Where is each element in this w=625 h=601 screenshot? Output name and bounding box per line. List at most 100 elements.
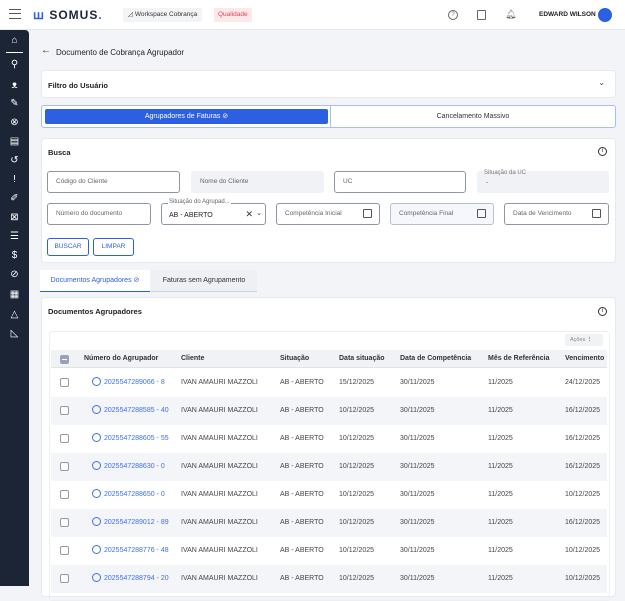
edit-doc-icon[interactable]: ✎: [10, 98, 19, 109]
help-icon[interactable]: ?: [448, 10, 458, 20]
row-checkbox[interactable]: [60, 518, 69, 527]
tab-faturas-sem-agrupamento[interactable]: Faturas sem Agrupamento: [151, 270, 257, 292]
info-icon[interactable]: i: [598, 307, 607, 316]
calendar-icon[interactable]: [477, 209, 486, 218]
cell-numero[interactable]: 2025547288585 - 40: [104, 407, 169, 414]
table-row[interactable]: 2025547288630 - 0 IVAN AMAURI MAZZOLI AB -…: [51, 453, 607, 481]
due-date-input[interactable]: Data de Vencimento: [504, 203, 609, 225]
column-header-situacao[interactable]: Situação: [280, 355, 310, 362]
cell-situacao: AB - ABERTO: [280, 435, 324, 442]
bell-icon[interactable]: 🔔︎: [505, 9, 517, 19]
competence-end-input[interactable]: Competência Final: [390, 203, 494, 225]
news-icon[interactable]: [477, 10, 486, 20]
calendar-icon[interactable]: [592, 209, 601, 218]
actions-button[interactable]: Ações ⋮: [565, 334, 603, 346]
row-checkbox[interactable]: [60, 378, 69, 387]
tab-documentos-agrupadores[interactable]: Documentos Agrupadores ⊘: [40, 270, 150, 292]
column-header-numero[interactable]: Número do Agrupador: [84, 355, 159, 362]
document-number-input[interactable]: Número do documento: [47, 203, 151, 225]
tab-cancelamento[interactable]: Cancelamento Massivo: [330, 106, 615, 127]
cell-numero[interactable]: 2025547289012 - 89: [104, 519, 169, 526]
table-row[interactable]: 2025547288794 - 20 IVAN AMAURI MAZZOLI AB …: [51, 565, 607, 593]
cell-data-situacao: 10/12/2025: [339, 435, 375, 442]
client-code-input[interactable]: Código do Cliente: [47, 171, 180, 193]
view-details-icon[interactable]: [92, 405, 101, 414]
clear-icon[interactable]: ✕: [245, 209, 253, 219]
view-details-icon[interactable]: [92, 377, 101, 386]
view-details-icon[interactable]: [92, 433, 101, 442]
row-checkbox[interactable]: [60, 434, 69, 443]
cell-data-situacao: 10/12/2025: [339, 575, 375, 582]
list-icon[interactable]: ☰: [10, 231, 19, 242]
logo-text: SOMUS: [49, 8, 99, 22]
user-name[interactable]: EDWARD WILSON: [539, 11, 596, 18]
column-header-vencimento[interactable]: Vencimento: [565, 355, 605, 362]
info-icon[interactable]: i: [598, 147, 607, 156]
cell-vencimento: 16/12/2025: [565, 435, 601, 442]
warning-icon[interactable]: △: [10, 309, 19, 320]
view-details-icon[interactable]: [92, 489, 101, 498]
view-details-icon[interactable]: [92, 461, 101, 470]
column-header-data-situacao[interactable]: Data situação: [339, 355, 385, 362]
row-checkbox[interactable]: [60, 490, 69, 499]
cell-numero[interactable]: 2025547288776 - 48: [104, 547, 169, 554]
table-row[interactable]: 2025547288585 - 40 IVAN AMAURI MAZZOLI AB …: [51, 397, 607, 425]
history-icon[interactable]: ↺: [10, 155, 19, 166]
uc-input[interactable]: UC: [334, 171, 466, 193]
search-icon[interactable]: ⚲: [10, 59, 19, 70]
select-all-checkbox[interactable]: [60, 355, 69, 364]
table-row[interactable]: 2025547289066 - 8 IVAN AMAURI MAZZOLI AB -…: [51, 369, 607, 397]
dollar-icon[interactable]: $: [11, 250, 18, 261]
cell-data-situacao: 10/12/2025: [339, 547, 375, 554]
edit-icon[interactable]: ✐: [10, 193, 19, 204]
row-checkbox[interactable]: [60, 462, 69, 471]
cell-cliente: IVAN AMAURI MAZZOLI: [181, 435, 258, 442]
cell-cliente: IVAN AMAURI MAZZOLI: [181, 463, 258, 470]
row-checkbox[interactable]: [60, 546, 69, 555]
cell-data-situacao: 10/12/2025: [339, 519, 375, 526]
cell-numero[interactable]: 2025547288794 - 20: [104, 575, 169, 582]
column-header-mes-referencia[interactable]: Mês de Referência: [488, 355, 550, 362]
view-details-icon[interactable]: [92, 573, 101, 582]
calendar-icon[interactable]: [363, 209, 372, 218]
actions-label: Ações: [570, 337, 586, 343]
menu-icon[interactable]: [9, 9, 21, 19]
settings-icon[interactable]: ◺: [10, 328, 19, 339]
chevron-down-icon[interactable]: ⌄: [256, 210, 262, 217]
view-details-icon[interactable]: [92, 517, 101, 526]
table-row[interactable]: 2025547288650 - 0 IVAN AMAURI MAZZOLI AB -…: [51, 481, 607, 509]
cell-data-competencia: 30/11/2025: [400, 519, 435, 526]
table-row[interactable]: 2025547289012 - 89 IVAN AMAURI MAZZOLI AB …: [51, 509, 607, 537]
block-icon[interactable]: ⊘: [10, 269, 19, 280]
cell-data-situacao: 10/12/2025: [339, 463, 375, 470]
back-icon[interactable]: ←: [41, 45, 51, 56]
cancel-doc-icon[interactable]: ⊠: [10, 212, 19, 223]
cell-numero[interactable]: 2025547288630 - 0: [104, 463, 165, 470]
row-checkbox[interactable]: [60, 574, 69, 583]
clipboard-icon[interactable]: ▤: [9, 136, 20, 147]
search-button[interactable]: BUSCAR: [47, 238, 89, 256]
view-details-icon[interactable]: [92, 545, 101, 554]
clear-button[interactable]: LIMPAR: [93, 238, 134, 256]
tab-agrupadores[interactable]: Agrupadores de Faturas ⊘: [45, 109, 328, 124]
row-checkbox[interactable]: [60, 406, 69, 415]
column-header-data-competencia[interactable]: Data de Competência: [400, 355, 472, 362]
tag-icon[interactable]: ⊗: [10, 117, 19, 128]
column-header-cliente[interactable]: Cliente: [181, 355, 205, 362]
grouper-status-select[interactable]: Situação do Agrupad... AB - ABERTO ✕ ⌄: [161, 198, 266, 225]
cell-numero[interactable]: 2025547288650 - 0: [104, 491, 165, 498]
home-icon[interactable]: ⌂: [11, 35, 18, 46]
workspace-selector[interactable]: ◿ Workspace Cobrança: [123, 8, 203, 22]
users-icon[interactable]: ᴥ: [11, 80, 18, 91]
document-icon[interactable]: ▦: [9, 289, 20, 300]
alert-doc-icon[interactable]: !: [13, 174, 16, 185]
user-filter-panel[interactable]: Filtro do Usuário ⌄: [41, 70, 616, 98]
chevron-down-icon[interactable]: ⌄: [598, 78, 605, 87]
cell-numero[interactable]: 2025547288605 - 55: [104, 435, 169, 442]
table-row[interactable]: 2025547288776 - 48 IVAN AMAURI MAZZOLI AB …: [51, 537, 607, 565]
cell-numero[interactable]: 2025547289066 - 8: [104, 379, 165, 386]
uc-status-label: Situação da UC: [484, 170, 527, 176]
avatar[interactable]: [598, 8, 612, 22]
table-row[interactable]: 2025547288605 - 55 IVAN AMAURI MAZZOLI AB …: [51, 425, 607, 453]
competence-start-input[interactable]: Competência Inicial: [276, 203, 380, 225]
